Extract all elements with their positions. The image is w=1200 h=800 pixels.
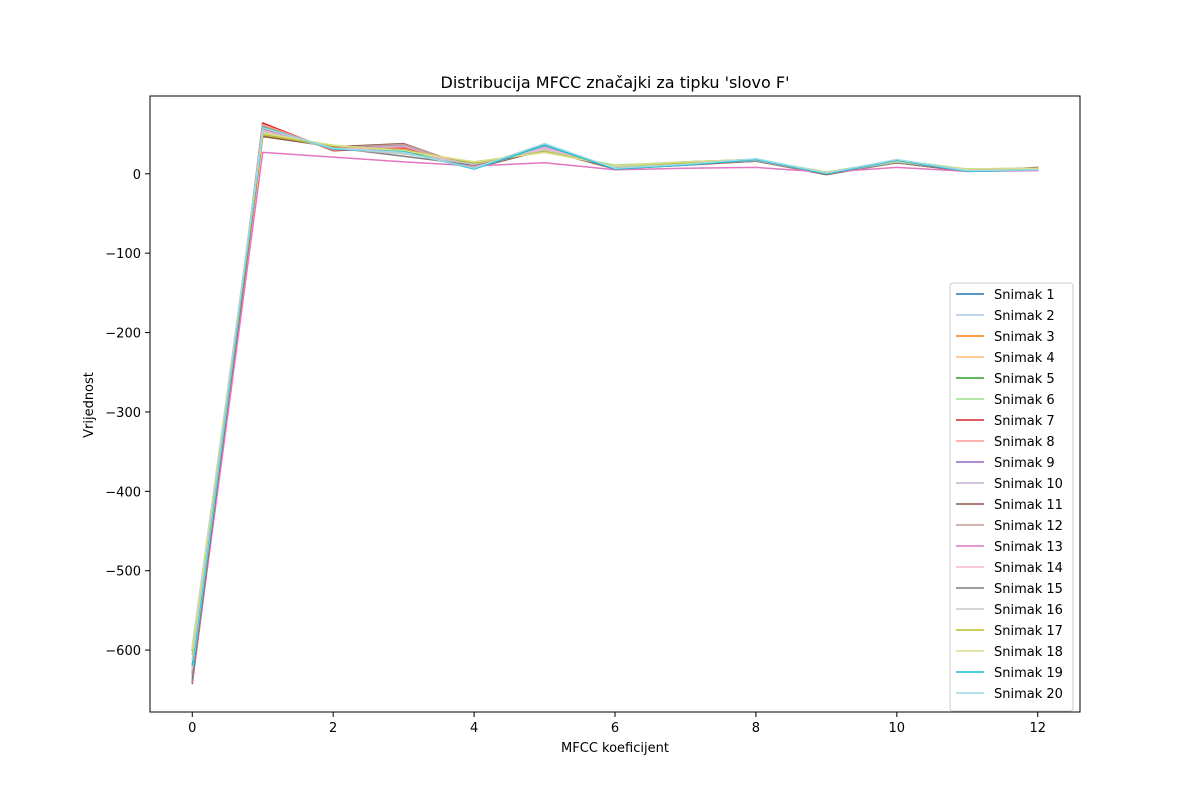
- legend-label-snimak-4: Snimak 4: [994, 351, 1055, 366]
- chart-title: Distribucija MFCC značajki za tipku 'slo…: [441, 73, 790, 92]
- series-line-snimak-19: [191, 126, 1039, 666]
- x-tick-label: 6: [611, 721, 619, 736]
- legend-label-snimak-17: Snimak 17: [994, 624, 1063, 639]
- legend-box: [949, 282, 1074, 712]
- x-tick-label: 12: [1029, 721, 1046, 736]
- legend-label-snimak-2: Snimak 2: [994, 309, 1055, 324]
- y-tick-label: −200: [105, 327, 141, 342]
- x-tick-label: 8: [752, 721, 760, 736]
- y-tick-label: −100: [105, 247, 141, 262]
- series-line-snimak-15: [191, 133, 1039, 682]
- legend-label-snimak-16: Snimak 16: [994, 603, 1063, 618]
- legend-label-snimak-15: Snimak 15: [994, 582, 1063, 597]
- y-tick-label: 0: [133, 168, 141, 183]
- x-tick-label: 4: [470, 721, 478, 736]
- x-tick-label: 2: [329, 721, 337, 736]
- legend-label-snimak-18: Snimak 18: [994, 645, 1063, 660]
- legend-label-snimak-8: Snimak 8: [994, 435, 1055, 450]
- legend-label-snimak-10: Snimak 10: [994, 477, 1063, 492]
- y-tick-label: −400: [105, 485, 141, 500]
- x-axis-label: MFCC koeficijent: [561, 741, 669, 756]
- legend-label-snimak-7: Snimak 7: [994, 414, 1055, 429]
- legend-label-snimak-6: Snimak 6: [994, 393, 1055, 408]
- plot-area: 0 2 4 6 8 10 12 −600 −500 −400 −300 −200 −100 0: [105, 95, 1081, 736]
- legend: Snimak 1 Snimak 2 Snimak 3 Snimak 4 Snimak 5…: [949, 282, 1074, 712]
- y-tick-label: −500: [105, 565, 141, 580]
- x-tick-label: 0: [188, 721, 196, 736]
- legend-label-snimak-13: Snimak 13: [994, 540, 1063, 555]
- y-axis-label: Vrijednost: [82, 372, 97, 438]
- legend-label-snimak-11: Snimak 11: [994, 498, 1063, 513]
- series-line-snimak-20: [191, 127, 1039, 661]
- legend-label-snimak-1: Snimak 1: [994, 288, 1055, 303]
- series-line-snimak-18: [191, 132, 1039, 650]
- legend-label-snimak-19: Snimak 19: [994, 666, 1063, 681]
- legend-label-snimak-14: Snimak 14: [994, 561, 1063, 576]
- legend-label-snimak-20: Snimak 20: [994, 687, 1063, 702]
- series-line-snimak-13: [191, 151, 1039, 683]
- y-tick-label: −300: [105, 406, 141, 421]
- legend-label-snimak-5: Snimak 5: [994, 372, 1055, 387]
- legend-label-snimak-3: Snimak 3: [994, 330, 1055, 345]
- y-tick-label: −600: [105, 644, 141, 659]
- legend-label-snimak-12: Snimak 12: [994, 519, 1063, 534]
- x-tick-label: 10: [889, 721, 906, 736]
- legend-label-snimak-9: Snimak 9: [994, 456, 1055, 471]
